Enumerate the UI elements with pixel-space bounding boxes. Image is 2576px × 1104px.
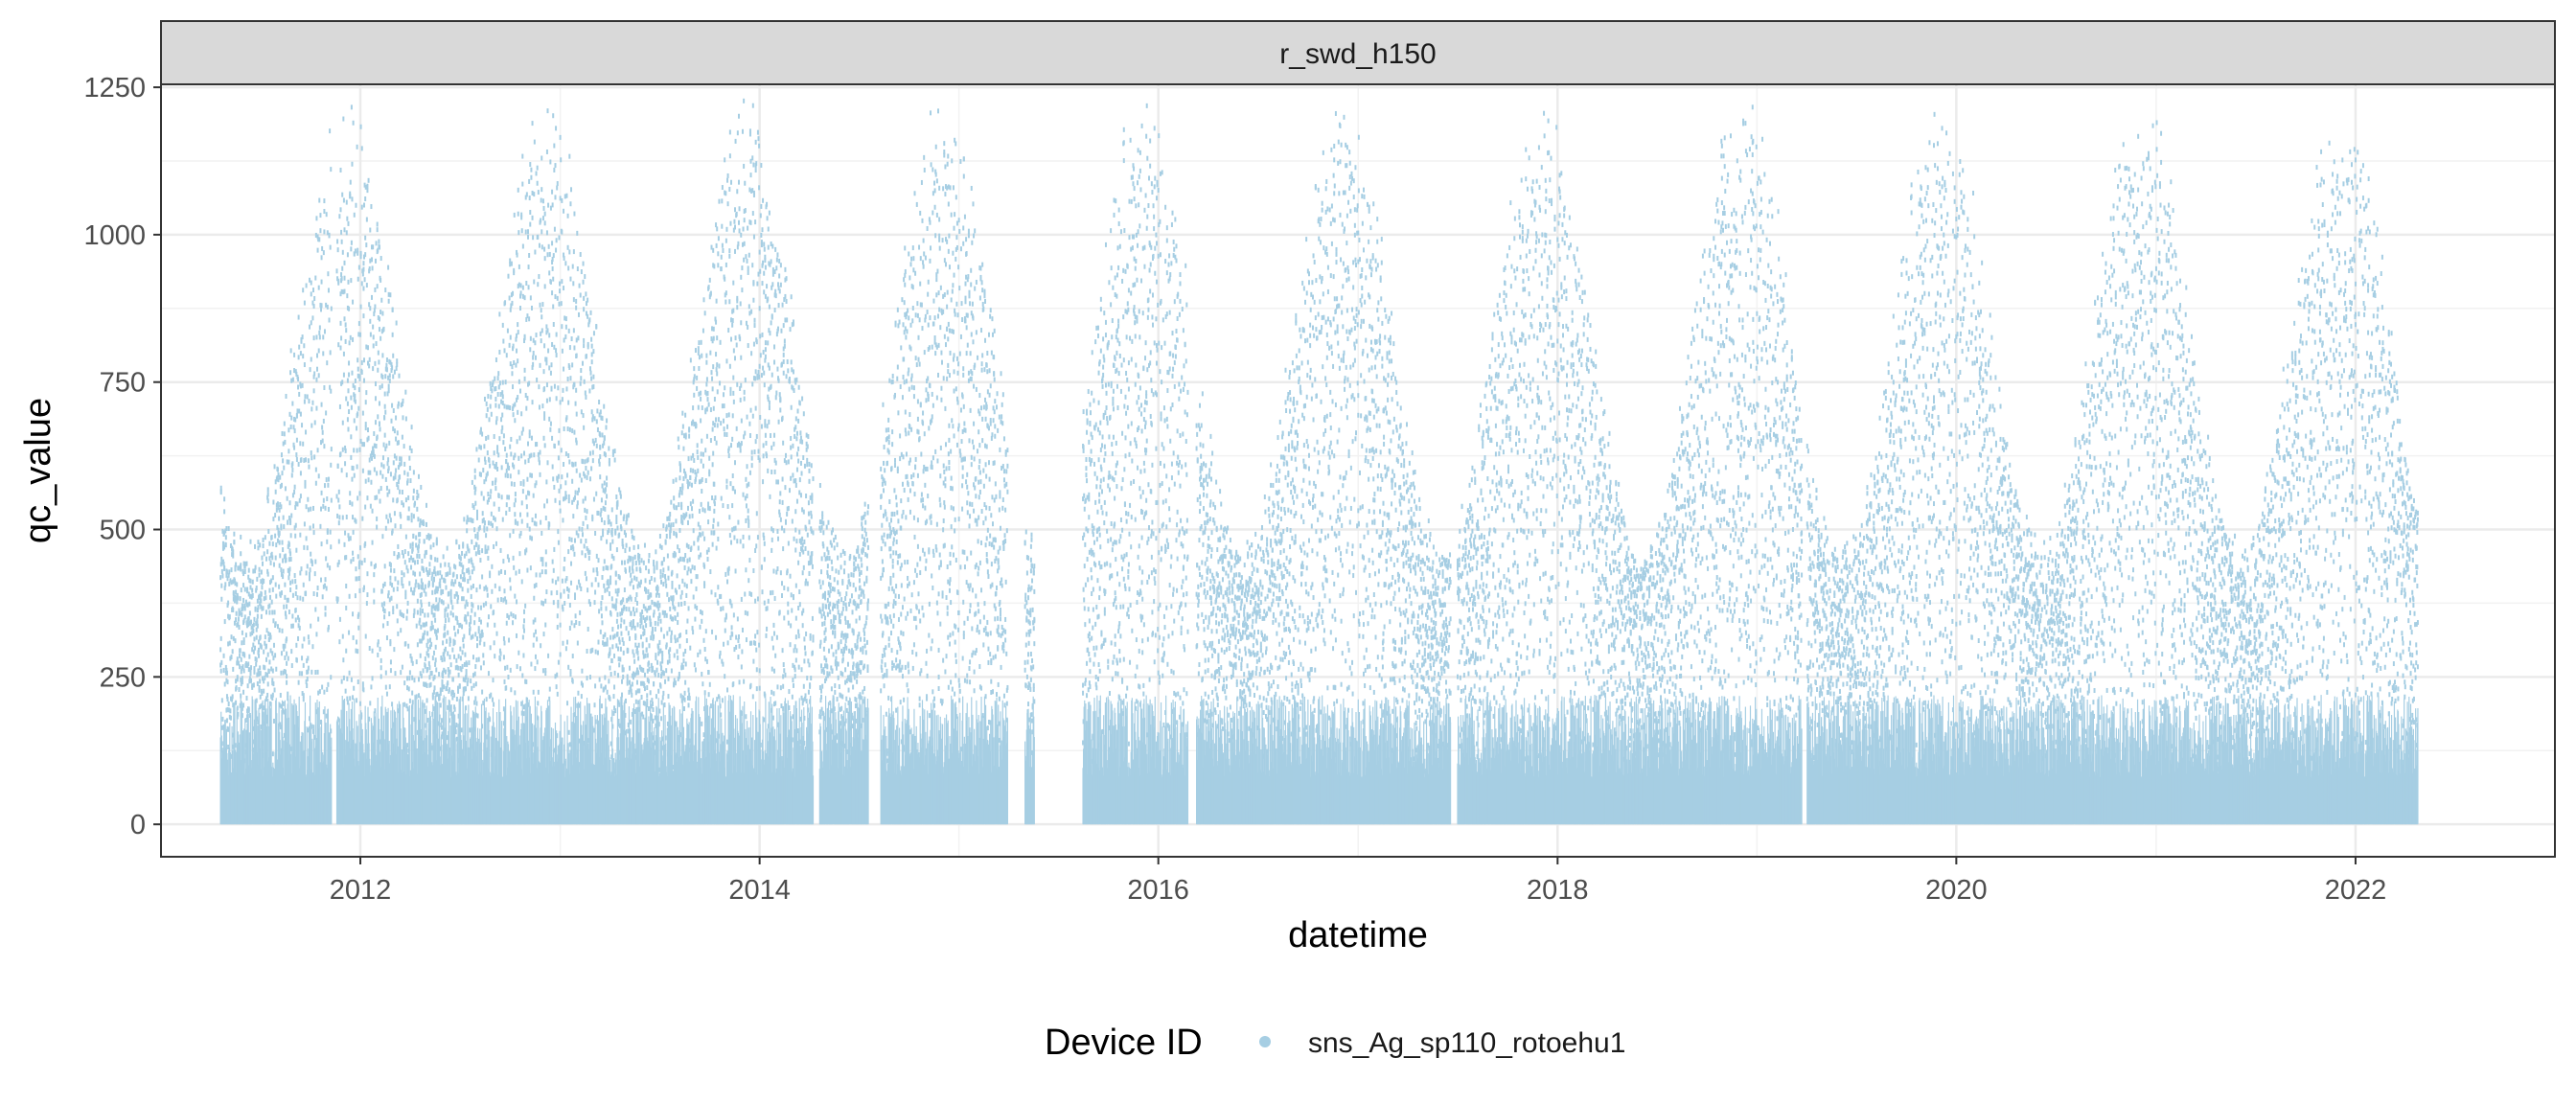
series-sns-ag-sp110-rotoehu1 — [219, 98, 2419, 825]
